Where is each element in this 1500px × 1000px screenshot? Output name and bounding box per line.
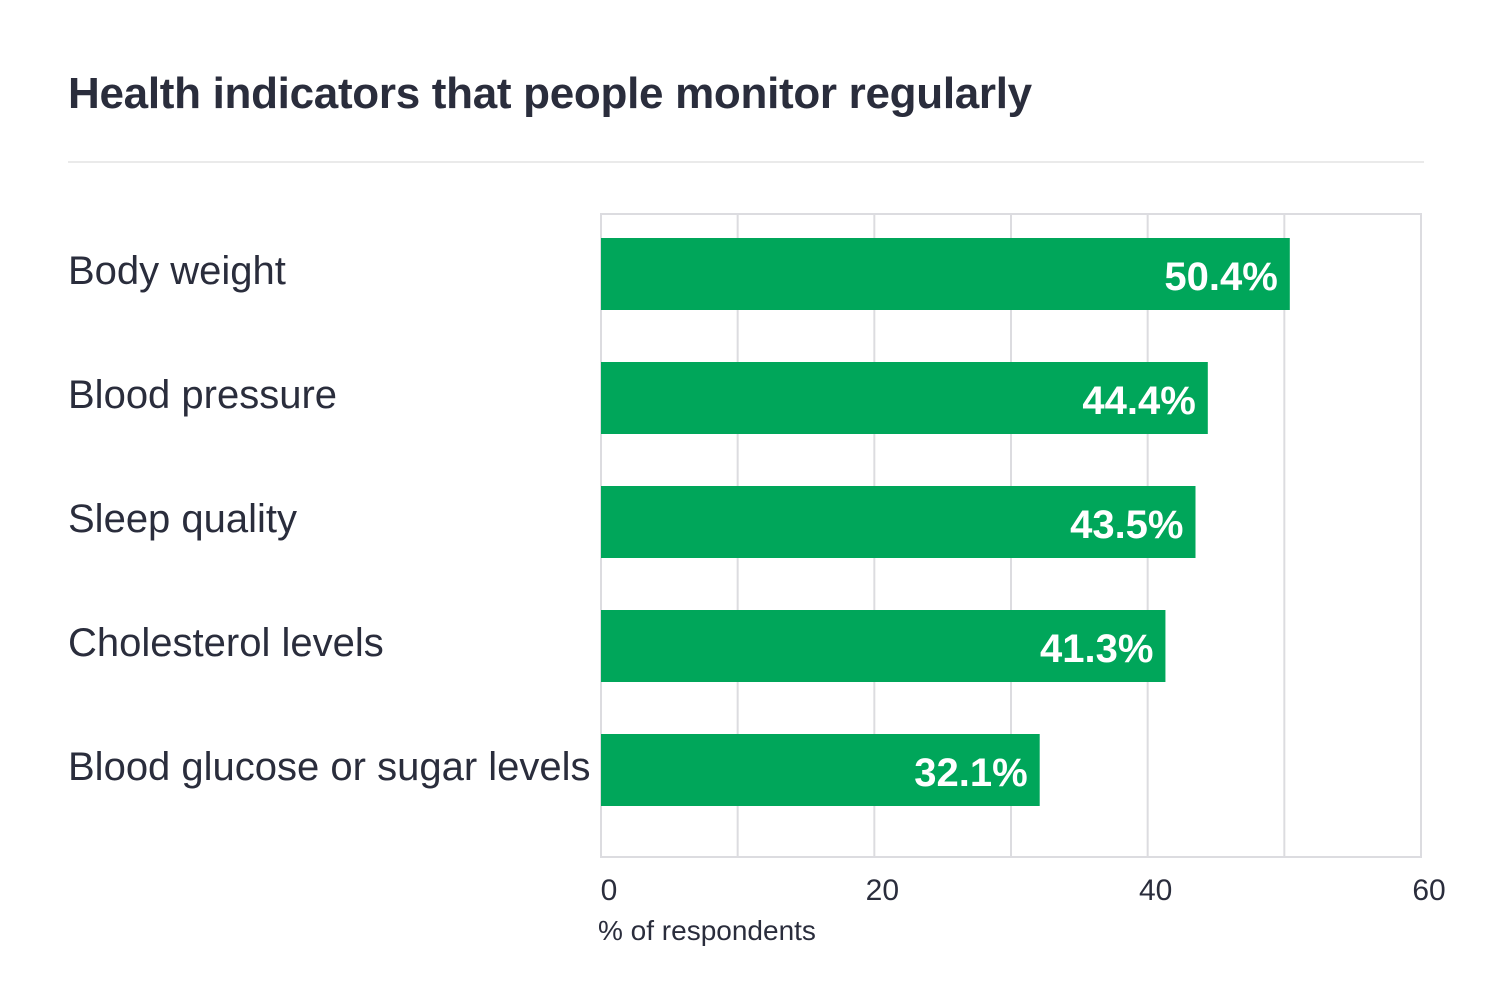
category-labels: Body weight Blood pressure Sleep quality Ch… (68, 249, 591, 789)
bar-3 (601, 486, 1196, 558)
bar-4 (601, 610, 1166, 682)
value-label-4: 41.3% (1040, 627, 1153, 671)
title-divider (68, 161, 1424, 163)
value-label-1: 50.4% (1164, 255, 1277, 299)
category-label-3: Sleep quality (68, 497, 297, 541)
x-axis-title: % of respondents (598, 915, 816, 946)
value-label-2: 44.4% (1082, 379, 1195, 423)
category-label-1: Body weight (68, 249, 286, 293)
tick-labels: 0 20 40 60 (601, 874, 1446, 907)
bar-5 (601, 734, 1040, 806)
value-label-5: 32.1% (914, 751, 1027, 795)
value-label-3: 43.5% (1070, 503, 1183, 547)
tick-label-60: 60 (1412, 874, 1445, 907)
tick-label-20: 20 (866, 874, 899, 907)
bar-2 (601, 362, 1208, 434)
tick-label-40: 40 (1139, 874, 1172, 907)
category-label-4: Cholesterol levels (68, 621, 384, 665)
value-labels: 50.4% 44.4% 43.5% 41.3% 32.1% (914, 255, 1278, 795)
chart-title: Health indicators that people monitor re… (68, 69, 1032, 118)
bars (601, 238, 1290, 806)
category-label-5: Blood glucose or sugar levels (68, 745, 591, 789)
tick-label-0: 0 (601, 874, 618, 907)
category-label-2: Blood pressure (68, 373, 337, 417)
bar-1 (601, 238, 1290, 310)
